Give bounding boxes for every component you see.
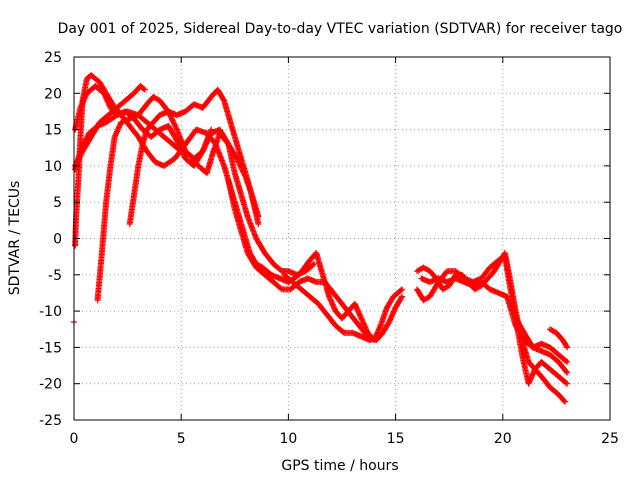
data-point (398, 294, 405, 301)
y-tick-label: 0 (53, 232, 62, 248)
data-point (141, 86, 148, 93)
data-point (399, 293, 406, 300)
x-tick-label: 0 (70, 431, 79, 447)
data-point (564, 344, 571, 351)
data-point (375, 333, 382, 340)
y-axis-label: SDTVAR / TECUs (7, 181, 23, 296)
data-point (563, 379, 570, 386)
data-point (310, 261, 317, 268)
series-sat-l (512, 315, 571, 365)
grid (74, 57, 610, 420)
data-point (208, 126, 215, 133)
data-point (311, 260, 318, 267)
y-tick-label: -20 (39, 377, 62, 393)
series-sat-d (72, 108, 318, 278)
data-point (563, 368, 570, 375)
chart-title: Day 001 of 2025, Sidereal Day-to-day VTE… (58, 21, 623, 37)
data-point (561, 397, 568, 404)
y-tick-label: -15 (39, 340, 62, 356)
y-tick-label: -5 (48, 268, 62, 284)
y-tick-label: 10 (44, 159, 62, 175)
ticks: 0 5 10 15 20 25 -25 -20 -15 -10 -5 0 5 10 15 20 25 (39, 50, 619, 447)
series-sat-e (94, 93, 215, 304)
y-tick-label: 20 (44, 86, 62, 102)
series-layer (71, 72, 571, 405)
data-point (173, 125, 180, 132)
x-tick-label: 25 (601, 431, 619, 447)
data-point (140, 85, 147, 92)
data-point (563, 358, 570, 365)
x-tick-label: 20 (494, 431, 512, 447)
series-sat-m (546, 326, 571, 351)
data-point (561, 398, 568, 405)
y-tick-label: -10 (39, 304, 62, 320)
data-point (564, 358, 571, 365)
y-tick-label: 5 (53, 195, 62, 211)
series-sat-i (414, 250, 571, 387)
series-sat-k (418, 275, 571, 376)
series-sat-f (126, 86, 262, 227)
y-tick-label: 25 (44, 50, 62, 66)
x-tick-label: 5 (177, 431, 186, 447)
data-point (564, 380, 571, 387)
x-tick-label: 15 (387, 431, 405, 447)
y-tick-label: 15 (44, 123, 62, 139)
data-point (563, 343, 570, 350)
data-point (564, 369, 571, 376)
data-point (397, 287, 404, 294)
series-sat-h (281, 271, 382, 344)
x-tick-label: 10 (279, 431, 297, 447)
y-tick-label: -25 (39, 413, 62, 429)
x-axis-label: GPS time / hours (281, 458, 398, 474)
data-point (255, 220, 262, 227)
data-point (399, 286, 406, 293)
